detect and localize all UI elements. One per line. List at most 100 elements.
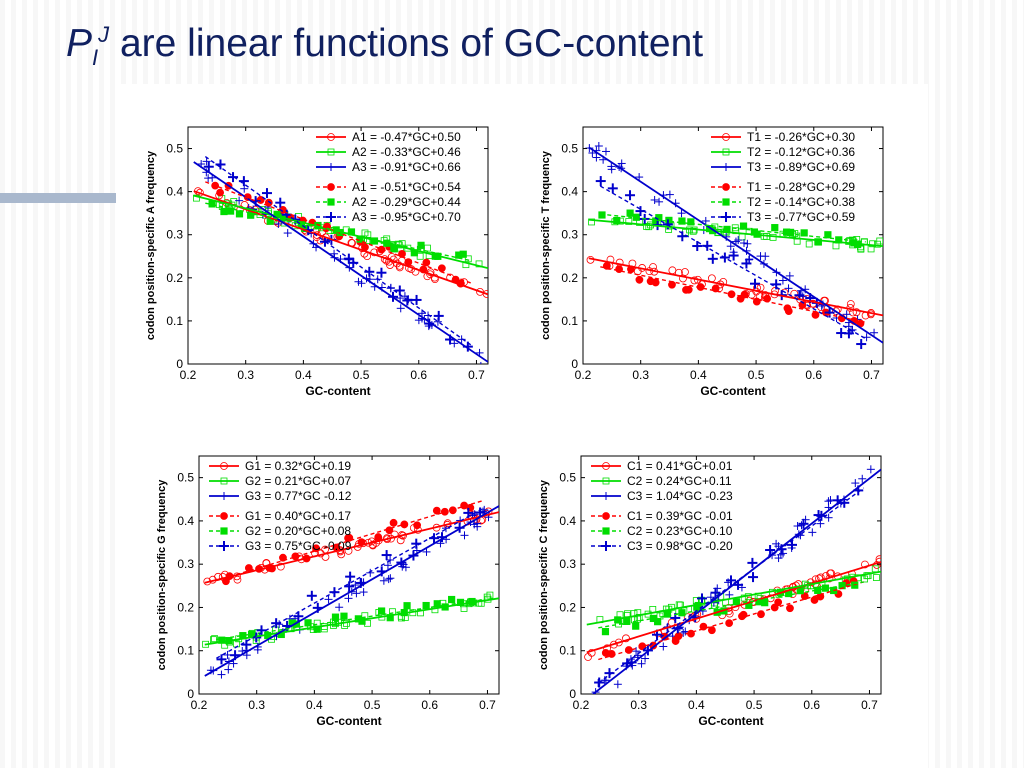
legend-label: G1 = 0.32*GC+0.19 <box>245 459 351 473</box>
legend-marker <box>722 163 730 171</box>
data-point <box>835 236 843 244</box>
data-point <box>805 240 813 248</box>
data-point <box>235 210 244 218</box>
y-tick-label: 0.3 <box>166 228 183 242</box>
data-point <box>470 510 479 519</box>
legend-label: G1 = 0.40*GC+0.17 <box>245 509 351 523</box>
fit-line <box>588 257 883 317</box>
y-tick-label: 0.2 <box>177 600 194 614</box>
data-point <box>345 533 354 542</box>
x-axis-label: GC-content <box>700 384 765 398</box>
x-tick-label: 0.3 <box>632 368 649 382</box>
data-point <box>401 563 410 572</box>
data-point <box>594 142 603 151</box>
data-point <box>667 603 675 611</box>
chart-G: 0.2 0.3 0.4 0.5 0.6 0.7 0 0.1 0.2 0.3 0.4 0.5 GC-con… <box>156 455 500 728</box>
x-tick-label: 0.5 <box>746 698 763 712</box>
data-point <box>787 539 798 550</box>
data-point <box>228 172 239 183</box>
data-point <box>377 607 386 615</box>
data-point <box>422 547 431 556</box>
data-point <box>193 194 200 202</box>
data-point <box>625 190 636 201</box>
data-point <box>692 241 703 252</box>
data-point <box>386 574 395 583</box>
legend-marker <box>602 512 610 520</box>
data-point <box>216 188 225 197</box>
data-point <box>450 339 459 348</box>
data-point <box>765 545 776 556</box>
legend-label: G3 = 0.77*GC -0.12 <box>245 489 352 503</box>
data-point <box>411 294 422 305</box>
x-tick-label: 0.3 <box>248 698 265 712</box>
y-tick-label: 0 <box>176 357 183 371</box>
data-point <box>413 521 422 530</box>
data-point <box>384 575 393 584</box>
data-point <box>208 200 216 208</box>
data-point <box>459 250 467 258</box>
data-point <box>701 216 710 225</box>
legend-marker <box>327 163 335 171</box>
data-point <box>364 266 375 277</box>
data-point <box>869 240 877 248</box>
figure-svg: 0.2 0.3 0.4 0.5 0.6 0.7 0 0.1 0.2 0.3 0.4 0.5 GC-con… <box>145 126 884 728</box>
y-axis-label: codon position-specific C frequency <box>538 479 550 670</box>
data-point <box>379 576 388 585</box>
slide-title: PIJ are linear functions of GC-content <box>66 22 703 71</box>
data-point <box>595 176 606 187</box>
x-tick-label: 0.3 <box>237 368 254 382</box>
y-tick-label: 0.5 <box>166 142 183 156</box>
data-point <box>743 239 752 248</box>
data-point <box>748 572 759 583</box>
legend-marker <box>602 477 610 485</box>
data-point <box>697 593 708 604</box>
legend-label: C1 = 0.41*GC+0.01 <box>627 459 733 473</box>
plot-area <box>585 142 883 350</box>
y-tick-label: 0.4 <box>177 514 194 528</box>
legend-label: C1 = 0.39*GC -0.01 <box>627 509 733 523</box>
data-point <box>203 161 214 172</box>
legend-label: A3 = -0.95*GC+0.70 <box>352 210 461 224</box>
data-point <box>726 575 737 586</box>
data-point <box>390 245 398 253</box>
data-point <box>607 650 616 658</box>
data-point <box>437 264 446 273</box>
data-point <box>448 595 456 604</box>
data-point <box>786 604 794 613</box>
data-point <box>383 561 392 570</box>
data-point <box>348 257 359 268</box>
data-point <box>731 224 739 232</box>
data-point <box>424 311 433 320</box>
data-point <box>584 653 592 661</box>
fit-line <box>586 561 881 654</box>
y-axis-label: codon position-specific T frequency <box>540 150 552 340</box>
data-point <box>226 207 235 215</box>
data-point <box>793 522 802 531</box>
x-axis-label: GC-content <box>305 384 370 398</box>
data-point <box>417 241 425 249</box>
data-point <box>622 634 630 643</box>
data-point <box>381 550 392 561</box>
data-point <box>677 209 686 218</box>
data-point <box>674 632 683 641</box>
data-point <box>654 618 662 626</box>
legend-label: T2 = -0.12*GC+0.36 <box>747 145 855 159</box>
fit-line <box>591 468 881 694</box>
x-tick-label: 0.7 <box>468 368 485 382</box>
data-point <box>394 240 402 248</box>
fit-line <box>193 161 488 363</box>
data-point <box>870 328 879 337</box>
data-point <box>319 236 330 247</box>
data-point <box>842 310 851 319</box>
legend-label: C2 = 0.23*GC+0.10 <box>627 524 733 538</box>
legend-marker <box>722 133 730 141</box>
legend-marker <box>327 183 335 191</box>
data-point <box>725 590 734 599</box>
x-tick-label: 0.6 <box>803 698 820 712</box>
data-point <box>202 157 211 166</box>
x-tick-label: 0.4 <box>295 368 312 382</box>
y-tick-label: 0.5 <box>561 142 578 156</box>
data-point <box>216 654 227 665</box>
legend-label: C3 = 0.98*GC -0.20 <box>627 539 733 553</box>
legend-marker <box>220 512 228 520</box>
